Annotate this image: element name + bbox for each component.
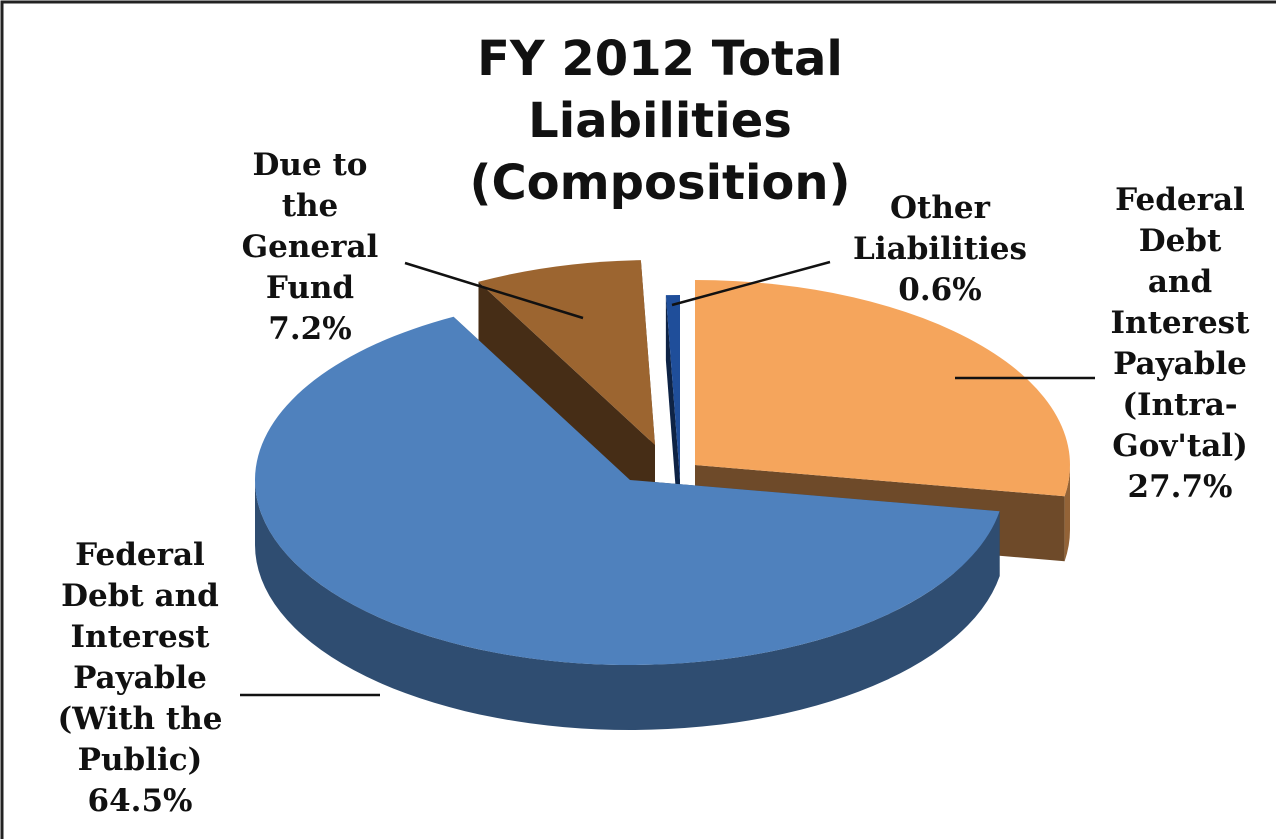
category-label: Other Liabilities [853, 190, 1027, 267]
category-label: Federal Debt and Interest Payable (Intra… [1110, 182, 1250, 464]
value-label: 64.5% [87, 783, 193, 819]
chart-title: FY 2012 Total Liabilities (Composition) [469, 31, 851, 211]
slice-cut-wall [665, 295, 680, 545]
slice-tops [254, 260, 1070, 665]
slice-side [255, 480, 1000, 730]
slice-label: Federal Debt and Interest Payable (With … [58, 535, 223, 822]
leader-line [404, 261, 584, 320]
pie-slice [478, 260, 655, 445]
slice-side [1064, 465, 1070, 562]
pie-slice [665, 295, 680, 480]
category-label: Due to the General Fund [241, 147, 379, 306]
pie-slice [254, 316, 1000, 665]
slice-label: Due to the General Fund 7.2% [242, 145, 379, 350]
value-label: 7.2% [268, 311, 352, 347]
value-label: 0.6% [898, 272, 982, 308]
slice-label: Federal Debt and Interest Payable (Intra… [1111, 180, 1250, 508]
category-label: Federal Debt and Interest Payable (With … [57, 537, 223, 778]
slice-cut-wall [478, 281, 655, 510]
leader-line [671, 260, 831, 307]
pie-slice [695, 280, 1070, 497]
slice-label: Other Liabilities 0.6% [853, 188, 1027, 311]
value-label: 27.7% [1127, 469, 1233, 505]
